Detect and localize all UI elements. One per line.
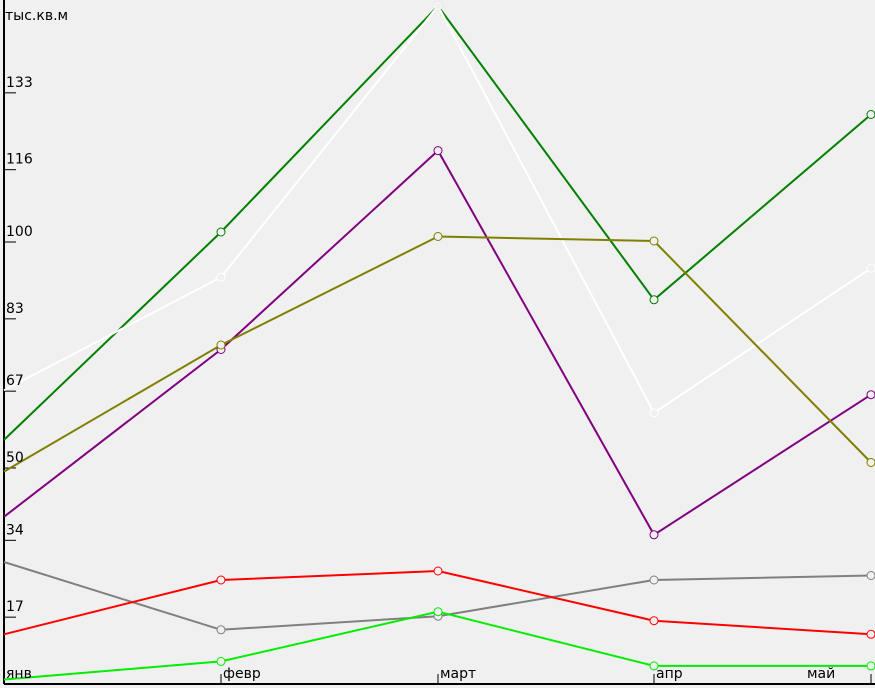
data-point bbox=[216, 575, 226, 585]
series-line bbox=[3, 4, 872, 415]
data-point bbox=[649, 236, 659, 246]
data-point bbox=[216, 227, 226, 237]
data-point bbox=[433, 232, 443, 241]
data-point bbox=[866, 263, 875, 273]
series-line bbox=[3, 569, 872, 636]
y-tick-label: 50 bbox=[6, 450, 24, 466]
x-tick-label: февр bbox=[223, 666, 261, 682]
y-tick-label: 116 bbox=[6, 152, 33, 168]
y-tick-label: 17 bbox=[6, 599, 24, 615]
y-tick-label: 34 bbox=[6, 522, 24, 538]
series-line bbox=[3, 149, 872, 537]
data-point bbox=[433, 1, 443, 11]
x-tick-label: май bbox=[807, 666, 835, 682]
y-tick-label: 67 bbox=[6, 373, 24, 389]
data-point bbox=[216, 340, 226, 350]
data-point bbox=[649, 661, 659, 671]
y-tick-label: 83 bbox=[6, 301, 24, 317]
data-point bbox=[649, 295, 659, 305]
x-tick-label: янв bbox=[6, 666, 32, 682]
labels-layer: 17 34 50 67 83 100 116 133 тыс.кв.м янв февр март ап… bbox=[5, 8, 835, 682]
data-point bbox=[433, 607, 443, 617]
x-tick-label: апр bbox=[656, 666, 683, 682]
series-line bbox=[3, 4, 872, 441]
data-point bbox=[433, 146, 443, 156]
data-point bbox=[866, 571, 875, 580]
data-point bbox=[433, 566, 443, 576]
data-point bbox=[649, 530, 659, 540]
data-point bbox=[216, 272, 226, 282]
data-point bbox=[866, 629, 875, 639]
y-axis-label: тыс.кв.м bbox=[5, 8, 68, 24]
x-tick-label: март bbox=[440, 666, 476, 682]
axes bbox=[3, 0, 875, 685]
y-tick-label: 133 bbox=[6, 75, 33, 91]
data-point bbox=[866, 390, 875, 400]
series-layer bbox=[3, 1, 875, 681]
data-point bbox=[866, 661, 875, 671]
data-point bbox=[866, 110, 875, 119]
data-point bbox=[216, 656, 226, 666]
data-point bbox=[866, 458, 875, 467]
y-tick-label: 100 bbox=[6, 224, 33, 240]
data-point bbox=[216, 625, 226, 635]
data-point bbox=[649, 408, 659, 418]
series-line bbox=[3, 610, 871, 681]
data-point bbox=[649, 616, 659, 626]
data-point bbox=[649, 575, 659, 585]
